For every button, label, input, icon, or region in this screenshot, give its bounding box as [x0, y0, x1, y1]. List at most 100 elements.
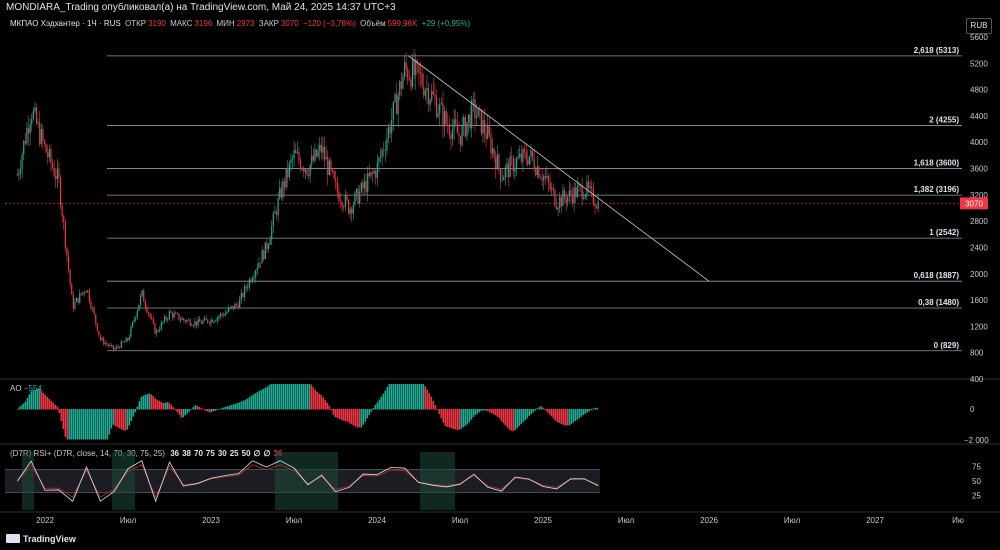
- candle-body: [229, 307, 231, 309]
- candle-body: [66, 247, 68, 256]
- candle-body: [58, 168, 60, 178]
- ao-bar: [204, 409, 207, 411]
- candle-body: [203, 317, 206, 321]
- price-tick-label: 5200: [970, 59, 988, 68]
- candle-body: [232, 306, 234, 310]
- ao-bar: [582, 409, 585, 416]
- candle-body: [31, 119, 33, 125]
- candle-body: [43, 140, 46, 144]
- ao-bar: [108, 409, 111, 435]
- ao-bar: [480, 409, 483, 411]
- ao-bar: [162, 402, 165, 410]
- candle-body: [445, 111, 447, 124]
- symbol-label[interactable]: МКПАО Хэдхантер · 1Ч · RUS: [10, 19, 121, 28]
- candle-body: [133, 319, 135, 323]
- ao-bar: [168, 402, 171, 410]
- candle-body: [223, 314, 225, 316]
- currency-button[interactable]: RUB: [966, 18, 992, 34]
- ao-bar: [306, 384, 309, 410]
- candle-body: [101, 338, 103, 341]
- candle-body: [322, 146, 324, 153]
- ao-bar: [356, 409, 359, 428]
- ao-bar: [388, 384, 391, 410]
- price-tick-label: 3200: [970, 191, 988, 200]
- candle-body: [234, 304, 236, 310]
- ao-bar: [466, 409, 469, 425]
- candle-body: [23, 140, 25, 155]
- candle-body: [386, 137, 388, 151]
- ao-bar: [72, 409, 75, 440]
- candle-body: [301, 168, 303, 170]
- ao-bar: [40, 390, 43, 410]
- ao-bar: [110, 409, 113, 429]
- ao-bar: [464, 409, 467, 426]
- time-tick-label: Июл: [618, 516, 635, 525]
- ao-name: AO: [10, 384, 22, 393]
- ao-bar: [302, 384, 305, 410]
- rsi-line: [17, 460, 599, 503]
- ao-bar: [196, 405, 199, 410]
- candle-body: [56, 168, 58, 180]
- candle-body: [581, 185, 583, 199]
- candle-body: [237, 304, 239, 309]
- candle-body: [421, 74, 423, 87]
- candle-body: [427, 88, 430, 105]
- ao-bar: [508, 409, 511, 430]
- candle-body: [363, 181, 366, 189]
- ao-bar: [326, 402, 329, 410]
- candle-body: [168, 311, 170, 319]
- ao-bar: [184, 409, 187, 416]
- high-value: 3196: [194, 19, 213, 28]
- volume-change: +29 (+0,95%): [421, 19, 471, 28]
- ao-bar: [82, 409, 85, 440]
- price-tick-label: 4000: [970, 138, 988, 147]
- candle-body: [123, 341, 126, 343]
- candle-body: [355, 188, 358, 194]
- candle-body: [35, 107, 38, 124]
- candle-body: [381, 149, 383, 157]
- ao-bar: [572, 409, 575, 423]
- candle-body: [261, 250, 263, 264]
- candle-body: [402, 76, 404, 89]
- ao-bar: [352, 409, 355, 426]
- candle-body: [285, 168, 287, 188]
- candle-body: [383, 149, 385, 151]
- publisher-header: MONDIARA_Trading опубликовал(а) на Tradi…: [0, 0, 1000, 16]
- candle-body: [299, 160, 302, 170]
- candle-body: [514, 167, 516, 172]
- candle-body: [162, 321, 164, 323]
- candle-body: [111, 345, 113, 346]
- candle-body: [120, 341, 122, 348]
- candle-body: [437, 113, 439, 117]
- candle-body: [90, 301, 92, 309]
- candle-body: [224, 313, 226, 316]
- candle-body: [107, 344, 110, 346]
- candle-body: [171, 313, 174, 318]
- candle-body: [517, 157, 519, 159]
- candle-body: [269, 239, 271, 245]
- volume-label: Объём: [360, 19, 386, 28]
- candle-body: [173, 313, 175, 318]
- ao-bar: [530, 409, 533, 415]
- price-tick-label: 5600: [970, 33, 988, 42]
- ao-legend[interactable]: AO −554: [10, 384, 42, 393]
- candle-body: [373, 171, 375, 174]
- fib-level-label: 1,382 (3196): [914, 185, 960, 194]
- candle-body: [523, 149, 526, 152]
- trendline: [408, 55, 710, 282]
- candle-body: [317, 150, 319, 157]
- ao-bar: [580, 409, 583, 417]
- candle-body: [59, 177, 62, 206]
- candle-body: [47, 152, 49, 158]
- candle-body: [309, 165, 311, 177]
- candle-body: [490, 134, 492, 154]
- ao-bar: [406, 384, 409, 410]
- ao-bar: [38, 388, 41, 410]
- candle-body: [522, 149, 524, 162]
- ao-bar: [488, 409, 491, 412]
- candle-body: [509, 156, 511, 177]
- candle-body: [400, 81, 402, 89]
- candle-body: [50, 149, 52, 164]
- ao-bar: [252, 394, 255, 410]
